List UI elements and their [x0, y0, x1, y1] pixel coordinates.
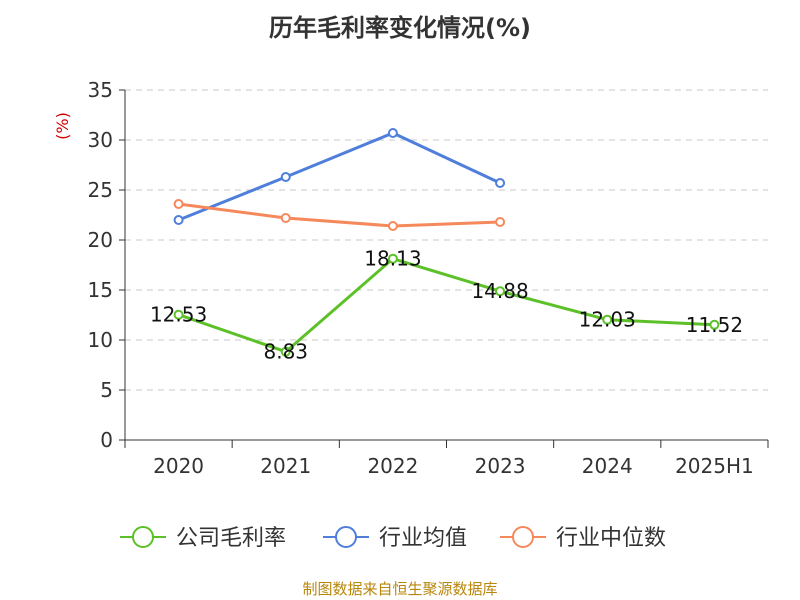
y-tick-label: 0 — [100, 428, 113, 452]
x-tick-label: 2020 — [153, 454, 204, 478]
data-point — [280, 213, 291, 223]
x-tick-label: 2022 — [367, 454, 418, 478]
y-tick-label: 20 — [88, 228, 113, 252]
data-label: 12.03 — [579, 308, 636, 332]
data-point — [709, 319, 720, 330]
legend-label: 公司毛利率 — [176, 526, 286, 551]
data-label: 8.83 — [263, 340, 308, 364]
x-tick-label: 2025H1 — [675, 454, 754, 478]
grid-lines — [125, 89, 768, 391]
legend-marker — [132, 526, 154, 548]
source-note: 制图数据来自恒生聚源数据库 — [302, 580, 497, 598]
data-point — [173, 215, 184, 225]
data-point — [173, 309, 184, 320]
legend-label: 行业均值 — [379, 526, 467, 551]
legend-label: 行业中位数 — [556, 526, 666, 551]
data-point — [495, 286, 506, 297]
y-tick-label: 5 — [100, 378, 113, 402]
data-point — [280, 172, 291, 182]
data-label: 11.52 — [686, 313, 743, 337]
y-tick-label: 30 — [88, 128, 113, 152]
data-point — [387, 221, 398, 231]
data-label: 14.88 — [471, 279, 528, 303]
x-tick-label: 2024 — [582, 454, 633, 478]
y-tick-label: 25 — [88, 178, 113, 202]
data-point — [280, 346, 291, 357]
y-tick-label: 15 — [88, 278, 113, 302]
data-point — [173, 199, 184, 209]
data-labels: 12.53 8.83 18.13 14.88 12.03 11.52 — [150, 247, 743, 364]
legend-marker — [512, 526, 534, 548]
data-point — [387, 128, 398, 138]
data-label: 12.53 — [150, 303, 207, 327]
y-axis-label: (%) — [53, 112, 72, 140]
series-line — [178, 257, 715, 354]
y-tick-label: 35 — [88, 78, 113, 102]
legend: 公司毛利率 行业均值 行业中位数 — [120, 526, 666, 551]
series-lines — [173, 128, 720, 357]
data-point — [495, 178, 506, 188]
data-label: 18.13 — [364, 247, 421, 271]
chart-title: 历年毛利率变化情况(%) — [269, 14, 531, 42]
x-tick-label: 2023 — [475, 454, 526, 478]
series-line — [178, 131, 501, 222]
data-point — [602, 314, 613, 325]
data-point — [387, 253, 398, 264]
series-line — [178, 202, 501, 228]
y-tick-label: 10 — [88, 328, 113, 352]
x-tick-label: 2021 — [260, 454, 311, 478]
legend-marker — [335, 526, 357, 548]
axes: 0 5 10 15 20 25 30 35 2020 2021 2022 2023 2024 2025H1 — [88, 78, 769, 478]
data-point — [495, 217, 506, 227]
